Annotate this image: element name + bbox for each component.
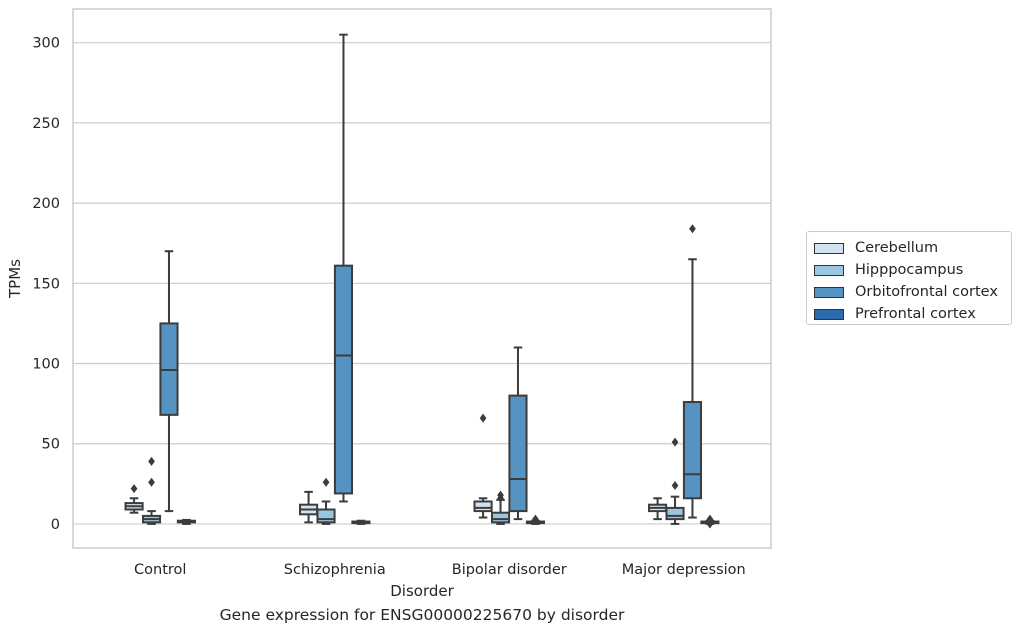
box-iqr <box>333 264 354 495</box>
box-3-0 <box>176 518 196 525</box>
y-tick-labels: 0 50 100 150 200 250 300 <box>32 36 60 533</box>
legend-swatch <box>814 308 844 320</box>
legend-swatch <box>814 242 844 254</box>
y-tick-label: 50 <box>42 437 60 453</box>
box-3-1 <box>351 519 371 525</box>
box-iqr <box>682 401 703 500</box>
box-1-3 <box>665 437 685 525</box>
box-iqr <box>473 500 493 513</box>
box-iqr <box>665 506 685 521</box>
plot-frame <box>72 8 772 549</box>
y-tick-label: 300 <box>32 36 60 52</box>
x-tick-label: Schizophrenia <box>284 562 386 578</box>
box-1-1 <box>316 477 336 525</box>
y-tick-label: 100 <box>32 357 60 373</box>
outlier-point <box>497 490 504 500</box>
legend-label: Cerebellum <box>855 240 939 256</box>
outlier-point <box>479 413 487 423</box>
box-series-group <box>124 33 720 529</box>
y-gridlines <box>73 42 771 525</box>
outlier-point <box>148 456 155 466</box>
y-axis-label: TPMs <box>6 259 24 299</box>
legend-label: Orbitofrontal cortex <box>855 284 998 300</box>
box-iqr <box>316 508 336 524</box>
outlier-point <box>671 437 679 447</box>
outlier-point <box>130 484 138 494</box>
box-2-3 <box>682 224 703 519</box>
box-iqr <box>508 394 528 513</box>
x-tick-labels: Control Schizophrenia Bipolar disorder Majo… <box>134 562 746 578</box>
box-3-2 <box>525 514 545 525</box>
y-tick-label: 0 <box>51 517 60 533</box>
y-tick-label: 250 <box>32 116 60 132</box>
x-axis-label: Disorder <box>390 582 454 600</box>
x-tick-label: Bipolar disorder <box>452 562 567 578</box>
outlier-point <box>706 514 714 524</box>
legend-swatch <box>814 286 844 298</box>
box-3-3 <box>700 514 720 529</box>
y-tick-label: 200 <box>32 196 60 212</box>
legend-swatch <box>814 264 844 276</box>
box-0-3 <box>648 497 668 521</box>
x-tick-label: Control <box>134 562 186 578</box>
outlier-point <box>322 477 330 487</box>
outlier-point <box>148 477 155 487</box>
box-0-1 <box>299 490 319 524</box>
legend-label: Hipppocampus <box>855 262 964 278</box>
chart-caption: Gene expression for ENSG00000225670 by d… <box>219 606 625 624</box>
box-0-0 <box>124 484 144 514</box>
box-2-0 <box>159 250 179 513</box>
legend-item-prefrontal-cortex: Prefrontal cortex <box>814 303 1011 325</box>
box-1-0 <box>141 456 162 525</box>
box-iqr <box>490 511 511 524</box>
outlier-point <box>706 519 714 529</box>
box-0-2 <box>473 413 493 519</box>
legend-label: Prefrontal cortex <box>855 306 976 322</box>
outlier-point <box>532 514 539 524</box>
outlier-point <box>671 480 679 490</box>
y-tick-label: 150 <box>32 276 60 292</box>
box-2-2 <box>508 346 528 521</box>
legend: Cerebellum Hipppocampus Orbitofrontal co… <box>806 231 1012 325</box>
x-tick-label: Major depression <box>622 562 746 578</box>
box-2-1 <box>333 33 354 503</box>
box-1-2 <box>490 490 511 525</box>
legend-item-orbitofrontal-cortex: Orbitofrontal cortex <box>814 281 1011 303</box>
legend-item-cerebellum: Cerebellum <box>814 237 1011 259</box>
outlier-point <box>689 224 696 234</box>
legend-item-hippocampus: Hipppocampus <box>814 259 1011 281</box>
